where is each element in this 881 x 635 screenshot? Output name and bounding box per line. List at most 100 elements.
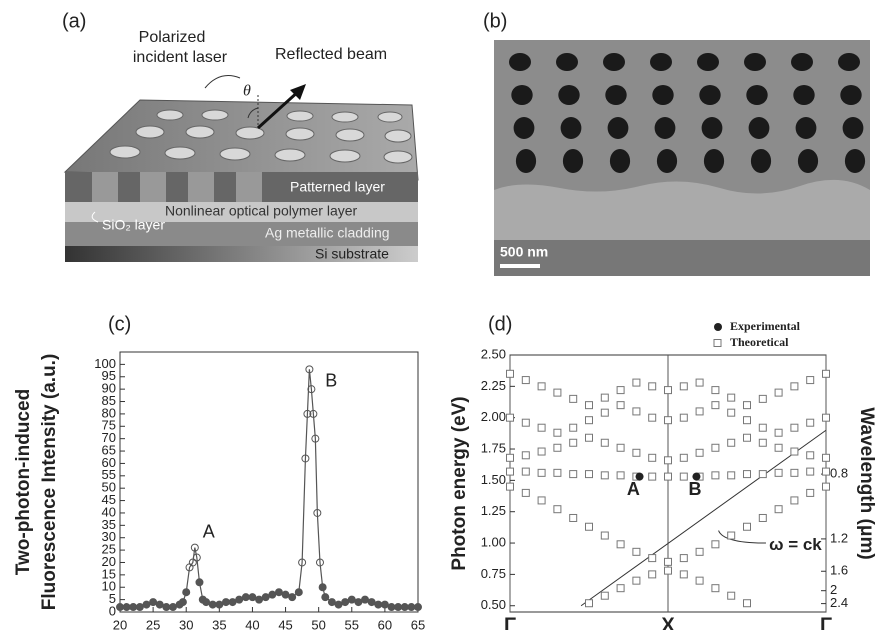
sem-hole: [843, 117, 864, 139]
sem-hole: [603, 53, 625, 71]
data-point: [807, 419, 814, 426]
sem-hole: [751, 149, 771, 173]
data-point: [570, 395, 577, 402]
sem-hole: [746, 85, 767, 105]
y2-tick-label: 1.2: [830, 530, 848, 545]
data-point: [203, 599, 210, 606]
data-point: [554, 469, 561, 476]
sem-hole: [563, 149, 583, 173]
sem-hole: [514, 117, 535, 139]
data-point: [649, 473, 656, 480]
data-point: [143, 601, 150, 608]
data-point: [744, 402, 751, 409]
data-point: [522, 419, 529, 426]
figure: (a) Polarized incident laser Reflected b…: [0, 0, 881, 630]
data-point: [696, 548, 703, 555]
legend-marker: [714, 323, 722, 331]
y-tick-label: 2.00: [481, 409, 506, 424]
sem-hole: [697, 53, 719, 71]
data-point: [289, 594, 296, 601]
data-point: [649, 571, 656, 578]
sem-hole: [798, 149, 818, 173]
data-point: [649, 555, 656, 562]
data-point: [570, 514, 577, 521]
sem-hole: [838, 53, 860, 71]
sio2-label: SiO₂ layer: [102, 217, 165, 233]
y-axis-label: Two-photon-induced: [13, 389, 34, 575]
y-tick-label: 1.25: [481, 503, 506, 518]
data-point: [179, 599, 186, 606]
data-point: [617, 541, 624, 548]
data-point: [680, 454, 687, 461]
angle-label: θ: [243, 83, 251, 100]
data-point: [712, 387, 719, 394]
x-tick-label: 40: [245, 617, 259, 630]
data-point: [759, 514, 766, 521]
data-point: [696, 408, 703, 415]
y2-tick-label: 1.6: [830, 563, 848, 578]
laser-label: Polarized: [139, 29, 206, 46]
data-point: [728, 439, 735, 446]
data-point: [744, 417, 751, 424]
panel-a: (a) Polarized incident laser Reflected b…: [62, 10, 418, 262]
data-point: [759, 471, 766, 478]
sem-hole: [652, 85, 673, 105]
y-tick-label: 100: [94, 356, 116, 371]
data-point: [222, 599, 229, 606]
data-point: [823, 370, 830, 377]
data-point: [633, 548, 640, 555]
y-tick-label: 1.50: [481, 472, 506, 487]
data-point: [601, 394, 608, 401]
data-point: [295, 589, 302, 596]
layer-label: Si substrate: [315, 246, 389, 262]
data-point: [759, 439, 766, 446]
data-point: [823, 414, 830, 421]
x-tick-label: 35: [212, 617, 226, 630]
data-point: [136, 604, 143, 611]
data-point: [507, 414, 514, 421]
sem-hole: [744, 53, 766, 71]
data-point: [554, 389, 561, 396]
data-point: [368, 599, 375, 606]
sem-hole: [793, 85, 814, 105]
reflected-label: Reflected beam: [275, 46, 387, 63]
data-point: [130, 604, 137, 611]
data-point: [633, 577, 640, 584]
y-tick-label: 0.50: [481, 597, 506, 612]
data-point: [665, 457, 672, 464]
data-point: [649, 383, 656, 390]
data-point: [617, 472, 624, 479]
data-point: [744, 523, 751, 530]
y-tick-label: 2.25: [481, 378, 506, 393]
data-point: [401, 604, 408, 611]
data-point: [712, 402, 719, 409]
data-point: [696, 449, 703, 456]
data-point: [507, 370, 514, 377]
scale-bar: [500, 264, 540, 268]
data-point: [775, 444, 782, 451]
data-point: [633, 408, 640, 415]
sem-hole: [509, 53, 531, 71]
data-point: [586, 434, 593, 441]
data-point: [507, 468, 514, 475]
data-point: [269, 591, 276, 598]
sem-crosssection: [494, 180, 870, 240]
data-point: [408, 604, 415, 611]
data-point: [150, 599, 157, 606]
data-point: [388, 604, 395, 611]
data-point: [236, 596, 243, 603]
data-point: [282, 591, 289, 598]
data-point: [601, 472, 608, 479]
annotation: A: [627, 479, 640, 499]
data-point: [744, 434, 751, 441]
data-point: [348, 596, 355, 603]
data-point: [791, 448, 798, 455]
data-point: [680, 555, 687, 562]
polarization-arrow: [205, 76, 240, 88]
data-point: [362, 596, 369, 603]
data-point: [322, 594, 329, 601]
sem-hole: [699, 85, 720, 105]
light-line-label: ω = ck: [769, 535, 822, 554]
data-point: [680, 383, 687, 390]
data-point: [791, 424, 798, 431]
